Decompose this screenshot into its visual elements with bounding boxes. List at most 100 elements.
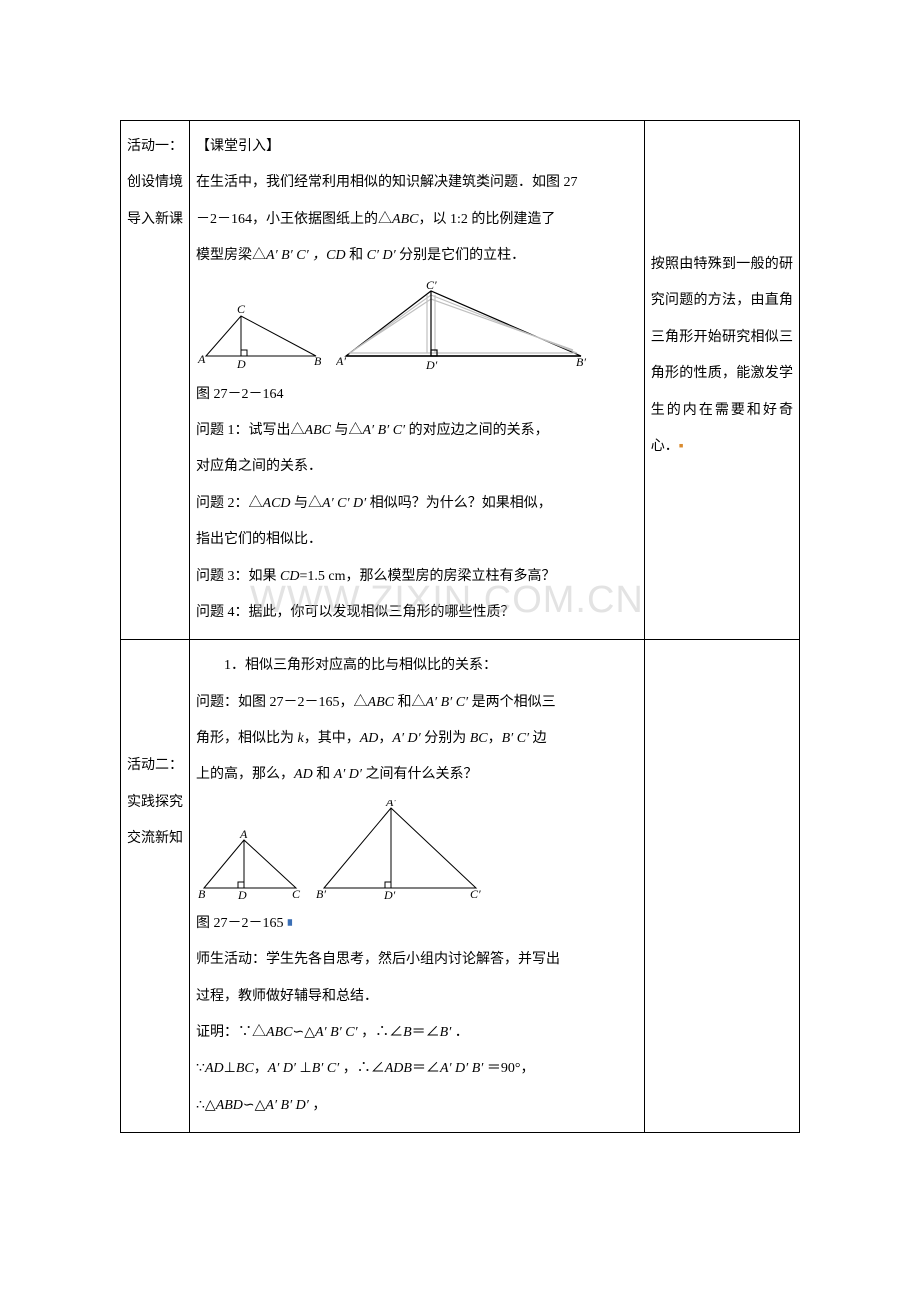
svg-text:A: A <box>197 352 206 366</box>
para: ∵AD⊥BC，A′ D′ ⊥B′ C′ ，∴∠ADB＝∠A′ D′ B′ ＝90… <box>196 1051 638 1087</box>
t: ， <box>312 1098 326 1113</box>
t: A′ D′ <box>334 767 366 782</box>
activity-2-label: 活动二：实践探究交流新知 <box>127 748 183 857</box>
t: 问题 3：如果 <box>196 569 280 584</box>
para: 问题 3：如果 CD=1.5 cm，那么模型房的房梁立柱有多高？ <box>196 559 638 595</box>
svg-text:D: D <box>237 888 247 900</box>
t: A′ B′ C′ <box>425 695 471 710</box>
t: B′ C′ <box>502 731 533 746</box>
cell-content-2: 1．相似三角形对应高的比与相似比的关系： 问题：如图 27－2－165，△ABC… <box>190 640 645 1133</box>
triangle2-large-icon: B′ A′ D′ C′ <box>316 800 486 900</box>
t: B <box>403 1025 412 1040</box>
t: BC <box>470 731 488 746</box>
t: 和 <box>316 767 334 782</box>
t: ⊥ <box>300 1061 312 1076</box>
page-container: 活动一：创设情境导入新课 【课堂引入】 在生活中，我们经常利用相似的知识解决建筑… <box>0 0 920 1173</box>
t: ，以 1:2 的比例建造了 <box>418 212 555 227</box>
main-table: 活动一：创设情境导入新课 【课堂引入】 在生活中，我们经常利用相似的知识解决建筑… <box>120 120 800 1133</box>
para: 过程，教师做好辅导和总结． <box>196 979 638 1015</box>
t: 分别是它们的立柱． <box>399 248 525 263</box>
svg-text:A: A <box>239 830 248 841</box>
para: 上的高，那么，AD 和 A′ D′ 之间有什么关系？ <box>196 757 638 793</box>
t: BC <box>236 1061 254 1076</box>
t: 和△ <box>397 695 425 710</box>
t: ADB <box>385 1061 412 1076</box>
table-row: 活动二：实践探究交流新知 1．相似三角形对应高的比与相似比的关系： 问题：如图 … <box>121 640 800 1133</box>
t: ∵ <box>196 1061 205 1076</box>
t: 之间有什么关系？ <box>365 767 477 782</box>
t: 上的高，那么， <box>196 767 294 782</box>
svg-text:C: C <box>292 887 301 900</box>
t: ． <box>455 1025 469 1040</box>
orange-mark-icon: ▪ <box>679 429 687 465</box>
figure-2: B A D C B′ A′ D′ C′ <box>196 800 638 900</box>
t: ∴△ <box>196 1098 216 1113</box>
t: A′ D′ B′ <box>440 1061 487 1076</box>
t: ABD <box>216 1098 243 1113</box>
svg-text:B: B <box>314 354 322 368</box>
svg-text:D′: D′ <box>383 888 396 900</box>
t: ＝90°， <box>487 1061 535 1076</box>
t: －2－164，小王依据图纸上的△ <box>196 212 392 227</box>
t: ABC <box>305 423 335 438</box>
t: B′ <box>440 1025 455 1040</box>
t: ∽△ <box>292 1025 315 1040</box>
para: 对应角之间的关系． <box>196 449 638 485</box>
t: A′ B′ C′ <box>315 1025 361 1040</box>
spacer <box>651 129 793 247</box>
para: 师生活动：学生先各自思考，然后小组内讨论解答，并写出 <box>196 942 638 978</box>
triangle-large-icon: A′ C′ B′ D′ <box>336 281 591 371</box>
t: 是两个相似三 <box>472 695 556 710</box>
heading-2: 1．相似三角形对应高的比与相似比的关系： <box>196 648 638 684</box>
t: B′ C′ <box>312 1061 343 1076</box>
t: A′ C′ D′ <box>322 496 370 511</box>
t: 问题：如图 27－2－165，△ <box>196 695 368 710</box>
t: ， <box>254 1061 268 1076</box>
svg-text:D: D <box>236 357 246 371</box>
t: 的对应边之间的关系， <box>409 423 549 438</box>
para: 模型房梁△A′ B′ C′ ，CD 和 C′ D′ 分别是它们的立柱． <box>196 238 638 274</box>
svg-text:C: C <box>237 302 246 316</box>
t: AD <box>294 767 316 782</box>
t: ABC <box>368 695 398 710</box>
triangle2-small-icon: B A D C <box>196 830 306 900</box>
t: ， <box>488 731 502 746</box>
t: AD <box>360 731 379 746</box>
svg-text:B: B <box>198 887 206 900</box>
para: 在生活中，我们经常利用相似的知识解决建筑类问题．如图 27 <box>196 165 638 201</box>
fig-label-2: 图 27－2－165▗ <box>196 906 638 942</box>
table-row: 活动一：创设情境导入新课 【课堂引入】 在生活中，我们经常利用相似的知识解决建筑… <box>121 121 800 640</box>
note-1: 按照由特殊到一般的研究问题的方法，由直角三角形开始研究相似三角形的性质，能激发学… <box>651 247 793 465</box>
t: ⊥ <box>224 1061 236 1076</box>
svg-text:A′: A′ <box>336 354 346 368</box>
svg-text:B′: B′ <box>576 355 586 369</box>
t: A′ B′ C′ ，CD <box>266 248 349 263</box>
t: AD <box>205 1061 224 1076</box>
t: C′ D′ <box>367 248 400 263</box>
t: 边 <box>533 731 547 746</box>
t: ACD <box>263 496 295 511</box>
t: 分别为 <box>424 731 470 746</box>
t: ＝∠ <box>412 1061 440 1076</box>
t: ABC <box>392 212 418 227</box>
cell-activity-2: 活动二：实践探究交流新知 <box>121 640 190 1133</box>
t: 和 <box>349 248 367 263</box>
svg-text:D′: D′ <box>425 358 438 371</box>
t: ，∴∠ <box>361 1025 403 1040</box>
blue-mark-icon: ▗ <box>284 914 292 926</box>
cell-note-1: 按照由特殊到一般的研究问题的方法，由直角三角形开始研究相似三角形的性质，能激发学… <box>644 121 799 640</box>
t: 图 27－2－165 <box>196 916 284 931</box>
t: ，∴∠ <box>343 1061 385 1076</box>
para: 问题：如图 27－2－165，△ABC 和△A′ B′ C′ 是两个相似三 <box>196 685 638 721</box>
cell-content-1: 【课堂引入】 在生活中，我们经常利用相似的知识解决建筑类问题．如图 27 －2－… <box>190 121 645 640</box>
para: ∴△ABD∽△A′ B′ D′ ， <box>196 1088 638 1124</box>
svg-text:C′: C′ <box>470 887 481 900</box>
para: 问题 4：据此，你可以发现相似三角形的哪些性质？ <box>196 595 638 631</box>
para: 指出它们的相似比． <box>196 522 638 558</box>
t: 问题 2：△ <box>196 496 263 511</box>
t: 角形，相似比为 <box>196 731 298 746</box>
para: 角形，相似比为 k，其中，AD，A′ D′ 分别为 BC，B′ C′ 边 <box>196 721 638 757</box>
cell-activity-1: 活动一：创设情境导入新课 <box>121 121 190 640</box>
t: 相似吗？为什么？如果相似， <box>370 496 552 511</box>
t: A′ B′ C′ <box>362 423 408 438</box>
